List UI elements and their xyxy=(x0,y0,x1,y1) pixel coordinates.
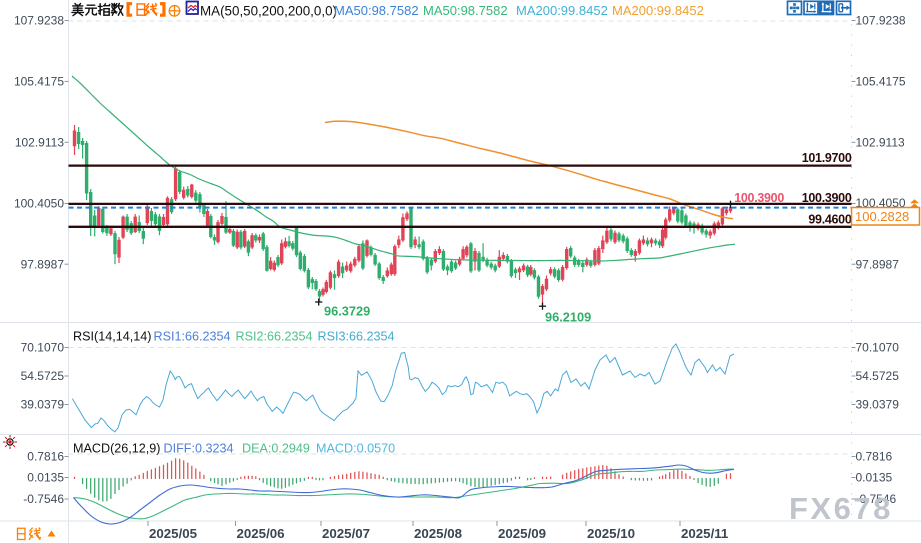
svg-text:2025/06: 2025/06 xyxy=(237,526,285,541)
svg-text:MA50:98.7582: MA50:98.7582 xyxy=(423,3,508,18)
svg-text:96.3729: 96.3729 xyxy=(324,304,370,319)
svg-text:RSI3:66.2354: RSI3:66.2354 xyxy=(318,330,395,344)
svg-text:MA50:98.7582: MA50:98.7582 xyxy=(334,3,419,18)
svg-text:100.4050: 100.4050 xyxy=(856,196,906,210)
svg-text:2025/07: 2025/07 xyxy=(322,526,370,541)
svg-text:0.7816: 0.7816 xyxy=(856,450,893,464)
svg-text:54.5725: 54.5725 xyxy=(21,369,65,383)
svg-text:2025/09: 2025/09 xyxy=(498,526,546,541)
svg-text:100.3900: 100.3900 xyxy=(802,191,852,205)
svg-text:39.0379: 39.0379 xyxy=(856,398,900,412)
svg-text:2025/11: 2025/11 xyxy=(681,526,729,541)
svg-text:0.0135: 0.0135 xyxy=(856,471,893,485)
svg-text:105.4175: 105.4175 xyxy=(14,75,64,89)
svg-text:105.4175: 105.4175 xyxy=(856,75,906,89)
svg-text:2025/10: 2025/10 xyxy=(587,526,635,541)
svg-text:-0.7546: -0.7546 xyxy=(856,492,897,506)
svg-text:97.8987: 97.8987 xyxy=(856,257,900,271)
svg-text:39.0379: 39.0379 xyxy=(21,398,65,412)
svg-text:100.2828: 100.2828 xyxy=(855,209,909,224)
svg-text:107.9238: 107.9238 xyxy=(856,14,906,28)
svg-text:MA200:99.8452: MA200:99.8452 xyxy=(612,3,704,18)
svg-text:2025/05: 2025/05 xyxy=(149,526,198,541)
svg-text:DEA:0.2949: DEA:0.2949 xyxy=(242,442,310,456)
svg-text:MACD:0.0570: MACD:0.0570 xyxy=(316,442,395,456)
svg-text:MACD(26,12,9): MACD(26,12,9) xyxy=(73,442,161,456)
svg-text:DIFF:0.3234: DIFF:0.3234 xyxy=(164,442,234,456)
svg-text:54.5725: 54.5725 xyxy=(856,369,900,383)
svg-text:107.9238: 107.9238 xyxy=(14,14,64,28)
svg-text:100.4050: 100.4050 xyxy=(14,197,64,211)
svg-text:-0.7546: -0.7546 xyxy=(23,492,64,506)
svg-text:100.3900: 100.3900 xyxy=(734,191,784,205)
svg-text:99.4600: 99.4600 xyxy=(808,213,851,227)
svg-text:RSI(14,14,14): RSI(14,14,14) xyxy=(73,330,151,344)
svg-text:102.9113: 102.9113 xyxy=(856,136,905,150)
svg-text:101.9700: 101.9700 xyxy=(802,151,852,165)
svg-text:70.1070: 70.1070 xyxy=(21,341,65,355)
svg-text:0.0135: 0.0135 xyxy=(27,471,64,485)
svg-text:97.8987: 97.8987 xyxy=(21,257,65,271)
svg-text:70.1070: 70.1070 xyxy=(856,341,900,355)
svg-text:FX678: FX678 xyxy=(789,491,893,526)
svg-text:102.9113: 102.9113 xyxy=(15,136,64,150)
svg-text:MA(50,50,200,200,0,0): MA(50,50,200,200,0,0) xyxy=(200,3,337,18)
svg-text:RSI1:66.2354: RSI1:66.2354 xyxy=(154,330,231,344)
svg-text:0.7816: 0.7816 xyxy=(27,450,64,464)
svg-text:96.2109: 96.2109 xyxy=(545,310,591,325)
svg-text:2025/08: 2025/08 xyxy=(414,526,462,541)
svg-text:RSI2:66.2354: RSI2:66.2354 xyxy=(236,330,313,344)
svg-text:MA200:99.8452: MA200:99.8452 xyxy=(516,3,608,18)
